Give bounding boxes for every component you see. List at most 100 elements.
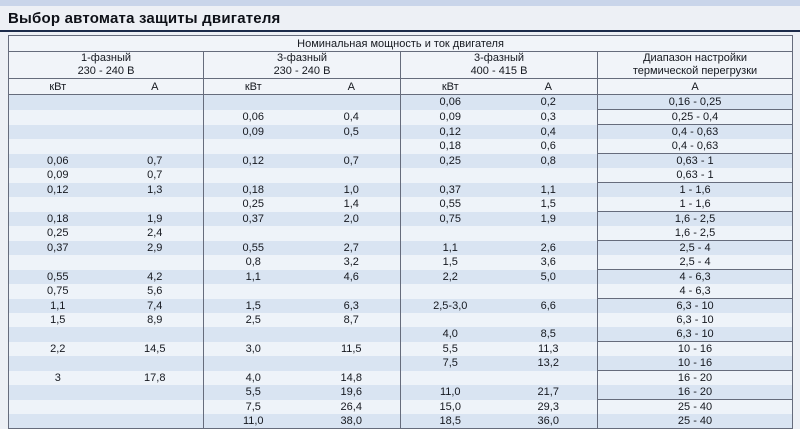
- cell-power-kw: 1,5: [203, 298, 303, 313]
- cell-current-a: 1,4: [343, 198, 359, 211]
- cell-current-a: [500, 284, 598, 299]
- cell-power-kw: 1,5: [50, 314, 66, 326]
- cell-current-a: 38,0: [340, 415, 362, 427]
- cell-power-kw: 0,09: [47, 169, 69, 182]
- table-row: 0,06 0,7 0,12 0,7 0,25 0,8 0,63 - 1: [8, 153, 793, 168]
- cell-current-a: 1,0: [343, 183, 359, 196]
- cell-current-a: [107, 327, 204, 342]
- cell-current-a: 29,3: [537, 400, 559, 413]
- cell-current-a: [107, 400, 204, 415]
- cell-current-a: [107, 139, 204, 154]
- cell-overload-range: 0,25 - 0,4: [596, 109, 793, 125]
- cell-overload-range: 0,4 - 0,63: [596, 124, 793, 139]
- cell-power-kw: 2,2: [400, 269, 500, 284]
- table-row: 4,0 8,5 6,3 - 10: [8, 327, 793, 342]
- cell-power-kw: [203, 356, 303, 371]
- cell-power-kw: 3: [54, 371, 61, 384]
- cell-power-kw: [9, 356, 107, 371]
- cell-power-kw: 1,5: [400, 255, 500, 270]
- table-row: 7,5 13,2 10 - 16: [8, 356, 793, 371]
- cell-current-a: 19,6: [340, 386, 362, 399]
- cell-power-kw: 0,09: [400, 109, 500, 125]
- cell-current-a: [107, 414, 204, 429]
- cell-current-a: [107, 125, 204, 140]
- unit-kw: кВт: [400, 78, 500, 95]
- cell-power-kw: 0,12: [400, 124, 500, 139]
- top-strip: [0, 0, 800, 6]
- cell-power-kw: [203, 327, 303, 342]
- unit-a: А: [106, 78, 204, 95]
- cell-power-kw: 0,09: [203, 124, 303, 139]
- cell-current-a: 2,0: [343, 212, 359, 225]
- cell-current-a: [500, 371, 598, 386]
- cell-power-kw: 0,37: [400, 182, 500, 197]
- table-row: 0,12 1,3 0,18 1,0 0,37 1,1 1 - 1,6: [8, 182, 793, 197]
- cell-overload-range: 1,6 - 2,5: [596, 226, 793, 241]
- cell-overload-range: 10 - 16: [596, 341, 793, 356]
- cell-current-a: 0,7: [147, 154, 163, 167]
- cell-power-kw: [203, 284, 303, 299]
- cell-current-a: 36,0: [537, 415, 559, 427]
- cell-current-a: 0,8: [540, 154, 556, 167]
- table-row: 0,55 4,2 1,1 4,6 2,2 5,0 4 - 6,3: [8, 269, 793, 284]
- cell-power-kw: 18,5: [400, 414, 500, 429]
- group-name: Диапазон настройки: [643, 52, 747, 64]
- cell-power-kw: [400, 284, 500, 299]
- cell-current-a: [500, 168, 598, 183]
- cell-power-kw: [9, 95, 107, 110]
- table-row: 0,75 5,6 4 - 6,3: [8, 284, 793, 299]
- cell-current-a: 0,2: [540, 96, 556, 109]
- cell-current-a: 11,5: [340, 342, 362, 355]
- cell-power-kw: 1,1: [400, 240, 500, 255]
- cell-power-kw: [9, 125, 107, 140]
- cell-power-kw: 0,55: [400, 197, 500, 212]
- cell-overload-range: 6,3 - 10: [596, 313, 793, 327]
- table-container: Номинальная мощность и ток двигателя 1-ф…: [8, 35, 794, 429]
- header-row-span: Номинальная мощность и ток двигателя: [8, 35, 793, 52]
- table-row: 0,37 2,9 0,55 2,7 1,1 2,6 2,5 - 4: [8, 240, 793, 255]
- cell-power-kw: 5,5: [203, 385, 303, 400]
- cell-power-kw: 0,25: [400, 153, 500, 168]
- table-row: 7,5 26,4 15,0 29,3 25 - 40: [8, 399, 793, 415]
- group-name: 3-фазный: [277, 52, 327, 64]
- cell-overload-range: 2,5 - 4: [596, 255, 793, 270]
- table-row: 0,09 0,5 0,12 0,4 0,4 - 0,63: [8, 124, 793, 140]
- cell-overload-range: 4 - 6,3: [596, 284, 793, 299]
- group-header-overload-range: Диапазон настройки термической перегрузк…: [596, 51, 793, 79]
- cell-current-a: 0,5: [343, 125, 359, 138]
- cell-power-kw: 7,5: [203, 399, 303, 414]
- cell-overload-range: 0,4 - 0,63: [596, 139, 793, 154]
- cell-power-kw: [9, 400, 107, 415]
- cell-current-a: 14,8: [340, 371, 362, 384]
- cell-power-kw: 11,0: [203, 414, 303, 429]
- cell-overload-range: 0,16 - 0,25: [596, 94, 793, 110]
- cell-power-kw: 4,0: [203, 370, 303, 385]
- cell-power-kw: 1,1: [203, 269, 303, 284]
- cell-power-kw: [9, 110, 107, 125]
- unit-kw: кВт: [8, 78, 107, 95]
- cell-overload-range: 6,3 - 10: [596, 327, 793, 342]
- cell-current-a: [303, 226, 401, 241]
- cell-current-a: 2,9: [147, 241, 163, 254]
- cell-current-a: [303, 139, 401, 154]
- cell-current-a: 7,4: [147, 299, 163, 312]
- cell-current-a: [303, 284, 401, 299]
- cell-power-kw: 0,75: [400, 211, 500, 226]
- table-row: 0,25 2,4 1,6 - 2,5: [8, 226, 793, 241]
- cell-current-a: 3,6: [540, 256, 556, 269]
- group-name-line2: термической перегрузки: [632, 65, 758, 77]
- cell-overload-range: 16 - 20: [596, 370, 793, 385]
- cell-power-kw: 7,5: [400, 356, 500, 371]
- cell-current-a: [500, 313, 598, 327]
- cell-power-kw: [9, 414, 107, 429]
- table-body: 0,06 0,2 0,16 - 0,25 0,06 0,4 0,09 0,3 0,25 - 0…: [8, 94, 793, 429]
- table-row: 0,18 1,9 0,37 2,0 0,75 1,9 1,6 - 2,5: [8, 211, 793, 226]
- motor-protection-table: Номинальная мощность и ток двигателя 1-ф…: [8, 35, 794, 429]
- header-row-groups: 1-фазный 230 - 240 В 3-фазный 230 - 240 …: [8, 51, 793, 79]
- cell-power-kw: [203, 139, 303, 154]
- cell-current-a: 0,6: [540, 140, 556, 153]
- table-row: 11,0 38,0 18,5 36,0 25 - 40: [8, 414, 793, 429]
- table-row: 1,5 8,9 2,5 8,7 6,3 - 10: [8, 313, 793, 327]
- cell-power-kw: 0,55: [203, 240, 303, 255]
- cell-current-a: [107, 197, 204, 212]
